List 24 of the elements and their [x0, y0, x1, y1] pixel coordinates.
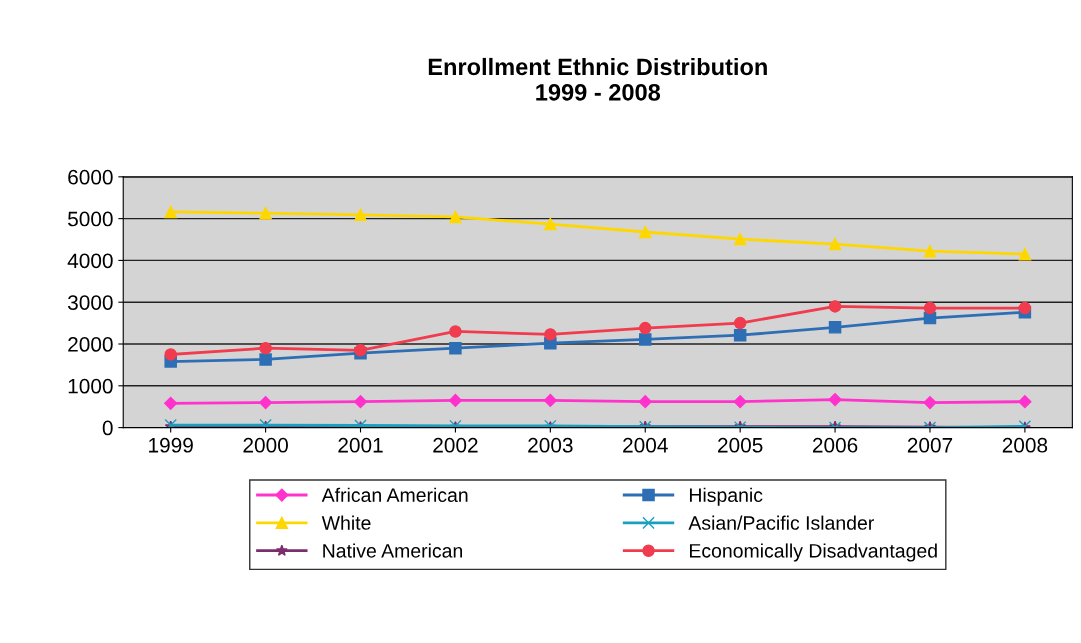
x-tick-label: 2008 — [1002, 437, 1048, 453]
y-tick-label: 4000 — [67, 253, 113, 269]
x-tick-label: 2000 — [243, 437, 288, 453]
y-tick-label: 2000 — [68, 337, 113, 352]
legend-label: Asian/Pacific Islander — [688, 515, 874, 530]
y-tick-label: 6000 — [68, 169, 113, 185]
x-tick-label: 2007 — [907, 437, 953, 453]
legend-label: Hispanic — [689, 487, 763, 506]
y-tick-label: 5000 — [68, 211, 113, 227]
legend-label: White — [321, 515, 371, 530]
y-tick-label: 3000 — [67, 295, 113, 310]
x-tick-label: 2001 — [338, 437, 383, 453]
x-tick-label: 1999 — [149, 437, 193, 453]
chart-title: Enrollment Ethnic Distribution 1999 - 2008 — [428, 57, 767, 101]
legend-label: Economically Disadvantaged — [689, 543, 937, 562]
legend-label: Native American — [323, 543, 463, 558]
x-tick-label: 2003 — [528, 437, 573, 453]
legend-label: African American — [321, 487, 468, 503]
x-tick-label: 2006 — [812, 437, 858, 453]
y-tick-label: 1000 — [68, 378, 113, 394]
y-tick-label: 0 — [102, 420, 113, 436]
x-tick-label: 2002 — [433, 437, 478, 453]
x-tick-label: 2005 — [718, 437, 763, 453]
x-tick-label: 2004 — [623, 437, 668, 453]
